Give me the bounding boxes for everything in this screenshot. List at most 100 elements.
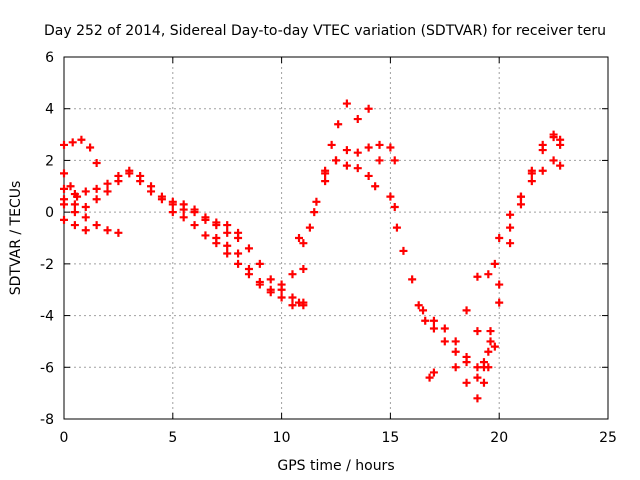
data-point bbox=[353, 164, 362, 173]
data-point bbox=[299, 298, 308, 307]
data-point bbox=[549, 133, 558, 142]
data-point bbox=[375, 156, 384, 165]
y-tick-label: 6 bbox=[45, 50, 54, 66]
data-point bbox=[321, 166, 330, 175]
series-track-k bbox=[321, 156, 380, 191]
data-point bbox=[527, 177, 536, 186]
data-point bbox=[60, 200, 68, 209]
data-point bbox=[212, 234, 221, 242]
data-point bbox=[484, 270, 493, 279]
data-point bbox=[60, 169, 68, 178]
data-point bbox=[479, 363, 488, 372]
data-point bbox=[92, 221, 101, 230]
data-point bbox=[473, 394, 482, 403]
data-point bbox=[60, 215, 68, 224]
data-point bbox=[70, 200, 79, 209]
data-point bbox=[462, 378, 471, 387]
data-point bbox=[77, 135, 86, 144]
data-point bbox=[168, 208, 177, 217]
data-point bbox=[462, 306, 471, 315]
data-point bbox=[60, 140, 68, 149]
data-point bbox=[81, 187, 90, 196]
data-point bbox=[81, 226, 90, 235]
data-point bbox=[157, 192, 166, 201]
data-point bbox=[147, 182, 156, 191]
data-point bbox=[451, 337, 460, 346]
series-track-h bbox=[212, 234, 308, 294]
data-point bbox=[299, 239, 308, 248]
data-point bbox=[495, 280, 504, 289]
data-point bbox=[70, 221, 79, 230]
data-point bbox=[495, 298, 504, 307]
data-point bbox=[310, 208, 319, 217]
data-point bbox=[190, 208, 199, 217]
data-point bbox=[506, 239, 515, 248]
data-point bbox=[419, 306, 428, 315]
data-point bbox=[490, 342, 499, 351]
data-point bbox=[506, 223, 515, 232]
data-point bbox=[451, 363, 460, 372]
data-point bbox=[375, 140, 384, 149]
data-point bbox=[473, 373, 482, 382]
data-point bbox=[486, 337, 495, 346]
data-point bbox=[390, 202, 399, 211]
data-point bbox=[479, 378, 488, 387]
data-point bbox=[386, 192, 395, 201]
x-tick-label: 10 bbox=[273, 430, 291, 446]
y-tick-label: -6 bbox=[40, 360, 54, 376]
y-tick-label: -4 bbox=[40, 309, 54, 325]
data-point bbox=[429, 368, 438, 377]
data-point bbox=[86, 143, 95, 152]
data-point bbox=[516, 192, 525, 201]
data-point bbox=[66, 182, 75, 191]
x-tick-label: 20 bbox=[490, 430, 508, 446]
series-track-a bbox=[60, 135, 101, 168]
data-point bbox=[364, 104, 373, 113]
data-point bbox=[295, 234, 304, 242]
data-point bbox=[223, 249, 232, 258]
data-point bbox=[70, 190, 79, 199]
data-point bbox=[212, 221, 221, 230]
data-point bbox=[288, 270, 297, 279]
data-point bbox=[538, 146, 547, 155]
x-tick-label: 0 bbox=[60, 430, 69, 446]
data-point bbox=[429, 316, 438, 325]
data-point bbox=[168, 200, 177, 209]
data-point bbox=[549, 156, 558, 165]
data-point bbox=[342, 99, 351, 108]
data-series bbox=[60, 99, 565, 403]
data-point bbox=[125, 166, 134, 175]
data-point bbox=[473, 327, 482, 336]
data-point bbox=[277, 293, 286, 302]
data-point bbox=[223, 221, 232, 230]
x-axis-label: GPS time / hours bbox=[277, 458, 394, 474]
data-point bbox=[392, 223, 401, 232]
data-point bbox=[234, 249, 243, 258]
series-track-c bbox=[60, 169, 243, 237]
data-point bbox=[312, 197, 321, 206]
data-point bbox=[486, 327, 495, 336]
series-track-g bbox=[168, 208, 308, 310]
series-track-m bbox=[386, 192, 399, 211]
series-track-i bbox=[295, 99, 384, 248]
data-point bbox=[490, 259, 499, 268]
data-point bbox=[451, 347, 460, 356]
data-point bbox=[408, 275, 417, 284]
x-tick-label: 15 bbox=[381, 430, 399, 446]
data-point bbox=[179, 205, 188, 214]
data-point bbox=[244, 265, 253, 274]
data-point bbox=[179, 213, 188, 222]
data-point bbox=[429, 324, 438, 333]
data-point bbox=[255, 259, 264, 268]
data-point bbox=[244, 244, 253, 253]
data-point bbox=[332, 156, 340, 165]
data-point bbox=[421, 316, 430, 325]
data-point bbox=[556, 140, 565, 149]
data-point bbox=[484, 347, 493, 356]
data-point bbox=[68, 138, 77, 147]
chart-title: Day 252 of 2014, Sidereal Day-to-day VTE… bbox=[44, 23, 606, 39]
data-point bbox=[299, 265, 308, 274]
data-point bbox=[92, 195, 101, 204]
series-track-d bbox=[60, 166, 308, 310]
data-point bbox=[81, 213, 90, 222]
